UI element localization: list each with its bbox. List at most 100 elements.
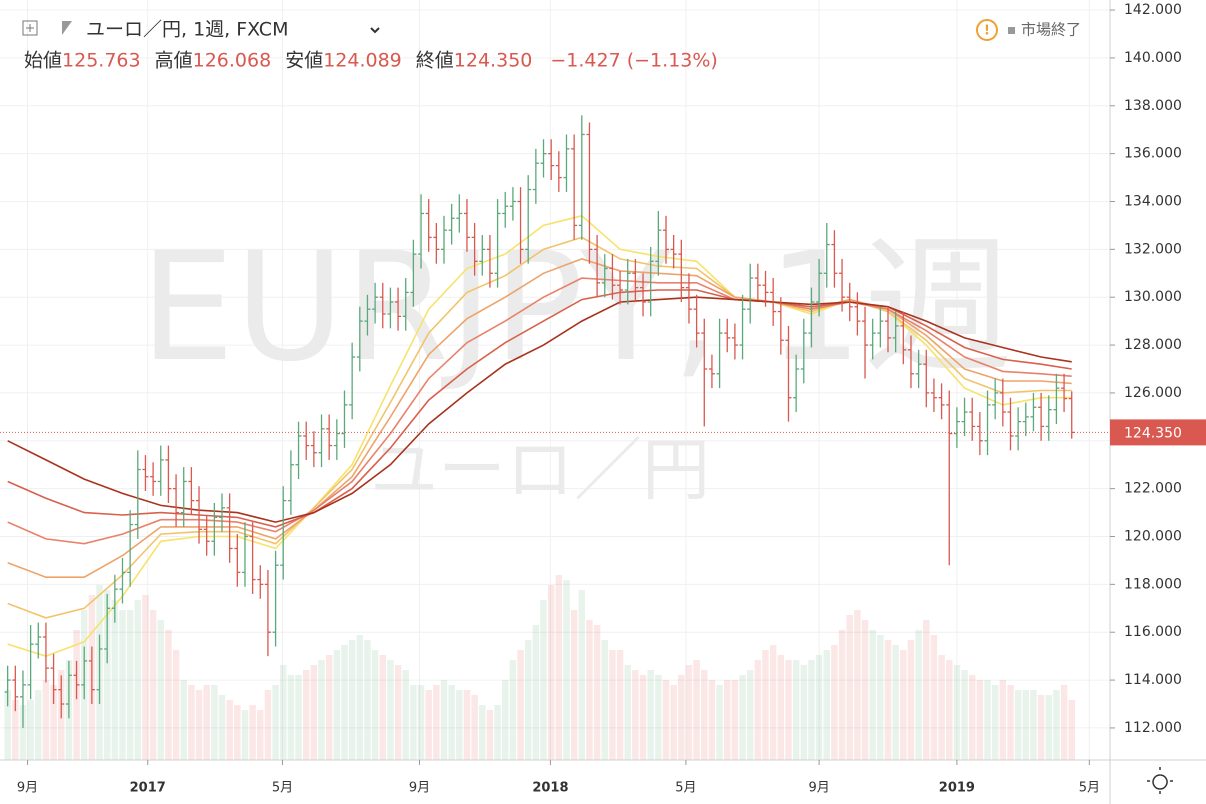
x-tick-label: 9月 (409, 781, 430, 796)
volume-bar (946, 660, 953, 760)
x-tick-label: 5月 (272, 781, 293, 796)
volume-bar (387, 660, 394, 760)
settings[interactable] (1147, 767, 1173, 794)
volume-bar (119, 610, 126, 760)
volume (4, 575, 1075, 760)
volume-bar (226, 700, 233, 760)
volume-bar (218, 695, 226, 760)
volume-bar (394, 665, 402, 760)
volume-bar (12, 700, 19, 760)
volume-bar (103, 590, 111, 760)
volume-bar (815, 655, 823, 760)
volume-bar (792, 660, 800, 760)
y-tick-label: 112.000 (1124, 720, 1182, 736)
volume-bar (19, 705, 27, 760)
volume-bar (479, 705, 486, 760)
volume-bar (854, 610, 861, 760)
volume-bar (609, 650, 616, 760)
volume-bar (616, 650, 624, 760)
volume-bar (639, 675, 647, 760)
volume-bar (188, 685, 195, 760)
volume-bar (976, 680, 984, 760)
volume-bar (754, 660, 762, 760)
status-icon[interactable] (976, 19, 998, 41)
volume-bar (991, 685, 999, 760)
volume-bar (463, 690, 471, 760)
volume-bar (655, 675, 662, 760)
volume-bar (249, 705, 256, 760)
dropdown[interactable] (370, 27, 380, 34)
volume-bar (318, 660, 325, 760)
volume-bar (471, 695, 478, 760)
volume-bar (126, 610, 134, 760)
last-price-label: 124.350 (1124, 425, 1182, 441)
volume-bar (364, 640, 371, 760)
y-tick-label: 126.000 (1124, 385, 1182, 401)
volume-bar (647, 670, 654, 760)
ohlc-legend: 始値 125.763 高値 126.068 安値 124.089 終値 124.350 −1.4… (24, 50, 718, 72)
legend-label: 高値 (155, 50, 193, 72)
legend-value: 126.068 (193, 50, 272, 72)
volume-bar (685, 665, 693, 760)
volume-bar (593, 625, 601, 760)
moving-average (7, 277, 1072, 545)
volume-bar (333, 650, 341, 760)
volume-bar (410, 685, 417, 760)
x-tick-label: 2018 (532, 781, 568, 796)
volume-bar (517, 650, 524, 760)
volume-bar (938, 655, 945, 760)
volume-bar (547, 585, 555, 760)
moving-average (7, 258, 1072, 579)
volume-bar (800, 665, 808, 760)
volume-bar (433, 685, 440, 760)
volume-bar (425, 690, 432, 760)
moving-average (7, 296, 1072, 523)
volume-bar (961, 670, 968, 760)
x-tick-label: 2017 (130, 781, 166, 796)
volume-bar (785, 660, 792, 760)
volume-bar (724, 680, 731, 760)
last-price-tag (1110, 419, 1206, 446)
volume-bar (578, 590, 586, 760)
volume-bar (509, 660, 517, 760)
volume-bar (371, 650, 379, 760)
volume-bar (402, 670, 409, 760)
volume-bar (984, 680, 991, 760)
volume-bar (739, 675, 746, 760)
volume-bar (900, 650, 907, 760)
volume-bar (999, 680, 1007, 760)
grid (0, 0, 1110, 760)
volume-bar (157, 620, 164, 760)
volume-bar (295, 675, 302, 760)
volume-bar (708, 680, 716, 760)
y-tick-label: 122.000 (1124, 481, 1182, 497)
volume-bar (555, 575, 563, 760)
volume-bar (953, 665, 961, 760)
volume-bar (149, 610, 157, 760)
volume-bar (4, 690, 11, 760)
volume-bar (180, 680, 187, 760)
volume-bar (502, 680, 509, 760)
volume-bar (662, 680, 670, 760)
volume-bar (287, 675, 295, 760)
volume-bar (601, 640, 608, 760)
volume-bar (624, 665, 631, 760)
volume-bar (861, 620, 869, 760)
volume-bar (540, 600, 547, 760)
volume-bar (930, 635, 938, 760)
status-icon-mark: ! (984, 24, 990, 39)
status-dot (1008, 27, 1015, 34)
moving-average (7, 236, 1072, 619)
volume-bar (1060, 685, 1068, 760)
volume-bar (42, 680, 50, 760)
volume-bar (302, 670, 310, 760)
y-tick-label: 138.000 (1124, 98, 1182, 114)
x-tick-label: 5月 (675, 781, 696, 796)
volume-bar (203, 685, 210, 760)
y-tick-label: 128.000 (1124, 337, 1182, 353)
price-bars (4, 115, 1075, 728)
volume-bar (693, 660, 700, 760)
y-tick-label: 120.000 (1124, 528, 1182, 544)
volume-bar (111, 600, 119, 760)
volume-bar (838, 630, 846, 760)
